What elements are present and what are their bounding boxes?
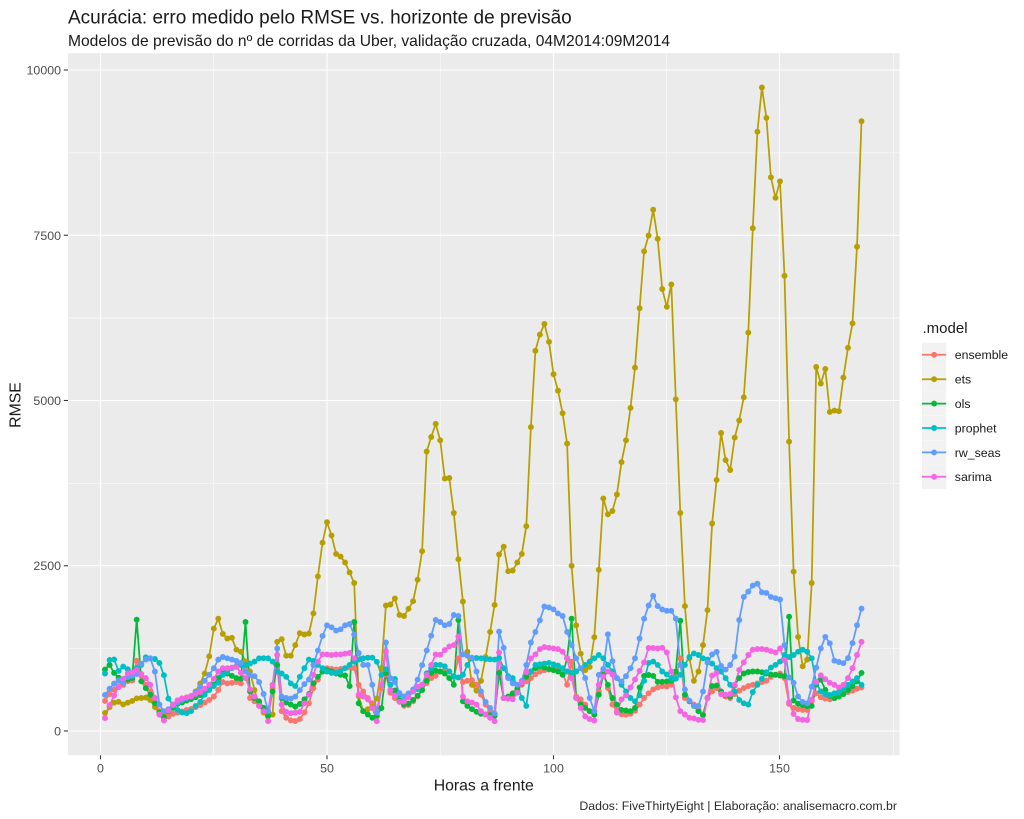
svg-text:ols: ols: [955, 397, 971, 411]
svg-text:Modelos de previsão do nº de c: Modelos de previsão do nº de corridas da…: [68, 33, 670, 50]
svg-text:5000: 5000: [33, 394, 61, 408]
svg-text:ets: ets: [955, 373, 971, 387]
svg-text:10000: 10000: [27, 64, 62, 78]
svg-text:Dados: FiveThirtyEight | Elabo: Dados: FiveThirtyEight | Elaboração: ana…: [579, 799, 897, 813]
svg-text:prophet: prophet: [955, 421, 997, 435]
svg-text:50: 50: [320, 762, 334, 776]
svg-text:150: 150: [769, 762, 790, 776]
svg-text:ensemble: ensemble: [955, 348, 1008, 362]
svg-text:0: 0: [54, 725, 61, 739]
svg-text:0: 0: [97, 762, 104, 776]
svg-text:Acurácia: erro medido pelo RMS: Acurácia: erro medido pelo RMSE vs. hori…: [68, 8, 572, 29]
svg-text:rw_seas: rw_seas: [955, 446, 1001, 460]
svg-text:7500: 7500: [33, 229, 61, 243]
svg-text:sarima: sarima: [955, 470, 992, 484]
svg-text:.model: .model: [923, 320, 968, 337]
svg-text:RMSE: RMSE: [8, 382, 25, 428]
svg-text:Horas a frente: Horas a frente: [434, 778, 534, 795]
svg-text:100: 100: [543, 762, 564, 776]
svg-text:2500: 2500: [33, 559, 61, 573]
